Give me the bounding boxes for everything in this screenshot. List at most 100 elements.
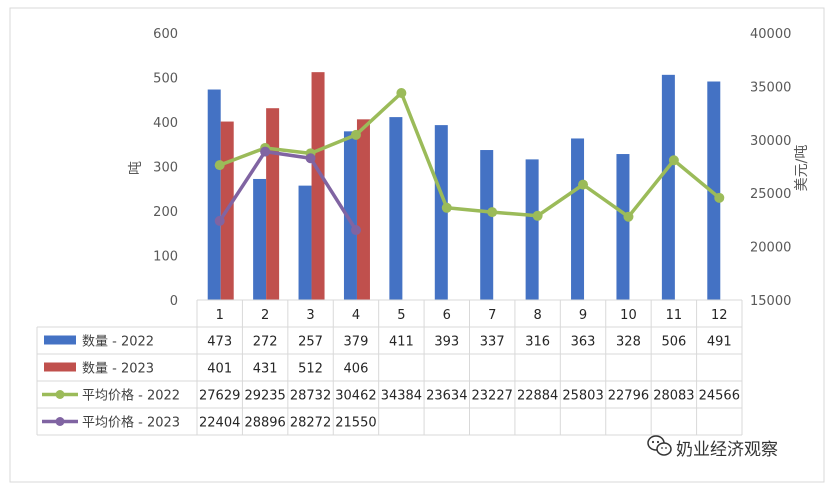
series-point [396, 87, 407, 98]
y-tick-label: 300 [153, 161, 178, 176]
x-tick-label: 6 [443, 308, 451, 323]
data-label: 491 [707, 335, 732, 350]
watermark: 奶业经济观察 [647, 435, 778, 460]
data-label: 22404 [199, 416, 240, 431]
bar [311, 72, 325, 300]
legend-key-point [55, 390, 65, 399]
legend-label: 平均价格 - 2023 [82, 415, 180, 431]
legend-label: 数量 - 2022 [82, 335, 154, 350]
data-label: 28272 [290, 416, 331, 431]
data-label: 316 [525, 335, 550, 350]
y-tick-label: 200 [153, 205, 178, 220]
x-tick-label: 10 [620, 308, 637, 323]
data-label: 379 [344, 335, 369, 350]
series-point [487, 207, 498, 218]
data-label: 393 [434, 335, 459, 350]
y-tick-label: 600 [153, 27, 178, 42]
x-tick-label: 4 [352, 308, 360, 323]
y-tick-label: 400 [153, 116, 178, 131]
bar [343, 131, 357, 300]
y-axis-title: 吨 [128, 161, 144, 175]
y-tick-label: 100 [153, 250, 178, 265]
bar [571, 138, 585, 300]
bar [434, 125, 448, 301]
lines [214, 87, 725, 236]
legend-key-bar [44, 362, 76, 372]
series-point [214, 160, 225, 171]
y2-tick-label: 30000 [750, 134, 791, 149]
data-label: 28896 [244, 416, 285, 431]
wechat-icon [647, 435, 672, 456]
series-point [350, 129, 361, 140]
x-tick-label: 3 [306, 308, 314, 323]
legend-label: 平均价格 - 2022 [82, 388, 180, 404]
bar [480, 150, 494, 300]
y2-axis-title: 美元/吨 [794, 145, 810, 192]
data-label: 22796 [608, 389, 649, 404]
series-point [714, 192, 725, 203]
x-tick-label: 11 [666, 308, 683, 323]
legend-key-bar [44, 335, 76, 345]
bar [356, 119, 370, 300]
y2-tick-label: 15000 [750, 294, 791, 309]
x-tick-label: 2 [261, 308, 269, 323]
data-label: 21550 [335, 416, 376, 431]
x-tick-label: 8 [533, 308, 541, 323]
y2-tick-label: 20000 [750, 241, 791, 256]
data-label: 363 [571, 335, 596, 350]
data-label: 28732 [290, 389, 331, 404]
series-point [623, 211, 634, 222]
data-label: 28083 [653, 389, 694, 404]
legend-key-point [55, 417, 65, 426]
x-tick-label: 5 [397, 308, 405, 323]
data-label: 272 [253, 335, 278, 350]
y2-tick-label: 35000 [750, 80, 791, 95]
series-point [578, 179, 589, 190]
data-label: 23227 [472, 389, 513, 404]
data-label: 34384 [381, 389, 422, 404]
x-tick-label: 12 [711, 308, 728, 323]
data-label: 411 [389, 335, 414, 350]
data-label: 406 [344, 362, 369, 377]
data-label: 328 [616, 335, 641, 350]
data-label: 473 [207, 335, 232, 350]
watermark-text: 奶业经济观察 [676, 440, 778, 460]
x-tick-label: 7 [488, 308, 496, 323]
data-label: 257 [298, 335, 323, 350]
bar [389, 117, 403, 300]
series-point [305, 153, 316, 164]
y2-tick-label: 25000 [750, 187, 791, 202]
legend-label: 数量 - 2023 [82, 362, 154, 377]
x-tick-label: 9 [579, 308, 587, 323]
series-line [218, 149, 358, 231]
series-point [668, 155, 679, 166]
bar [266, 108, 280, 300]
bar [661, 74, 675, 300]
data-label: 22884 [517, 389, 558, 404]
data-label: 512 [298, 362, 323, 377]
data-label: 25803 [562, 389, 603, 404]
data-label: 506 [661, 335, 686, 350]
data-label: 29235 [244, 389, 285, 404]
series-point [214, 215, 225, 226]
chart-frame [9, 7, 825, 483]
data-label: 24566 [699, 389, 740, 404]
series-point [532, 210, 543, 221]
y-tick-label: 500 [153, 72, 178, 87]
bar [616, 154, 630, 300]
data-label: 30462 [335, 389, 376, 404]
series-point [260, 146, 271, 157]
bar [253, 178, 267, 300]
bar [298, 185, 312, 300]
data-label: 401 [207, 362, 232, 377]
bar [707, 81, 721, 300]
series-point [441, 202, 452, 213]
series-line [219, 91, 721, 219]
bar [525, 159, 539, 300]
data-label: 27629 [199, 389, 240, 404]
data-label: 431 [253, 362, 278, 377]
data-label: 23634 [426, 389, 467, 404]
x-tick-label: 1 [216, 308, 224, 323]
